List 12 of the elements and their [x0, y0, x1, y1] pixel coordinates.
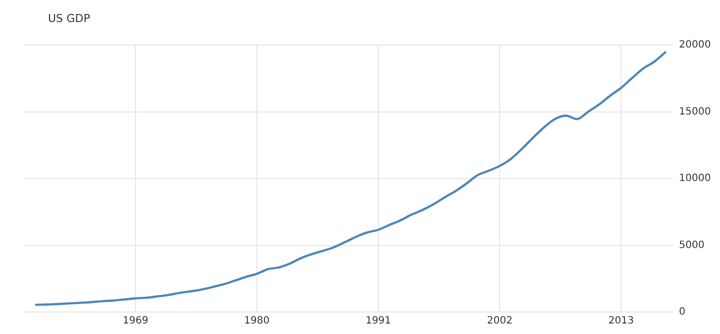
y-tick-label: 5000 [679, 240, 704, 251]
x-tick-label: 1969 [122, 316, 148, 327]
x-tick-label: 2013 [608, 316, 634, 327]
x-tick-label: 1991 [366, 316, 392, 327]
x-tick-label: 2002 [486, 316, 512, 327]
y-tick-label: 0 [679, 306, 686, 318]
y-tick-label: 10000 [679, 173, 711, 184]
y-tick-label: 20000 [679, 40, 711, 51]
chart-title: US GDP [48, 12, 90, 25]
y-tick-label: 15000 [679, 106, 711, 118]
line-series [35, 51, 666, 306]
x-tick-label: 1980 [244, 316, 270, 327]
